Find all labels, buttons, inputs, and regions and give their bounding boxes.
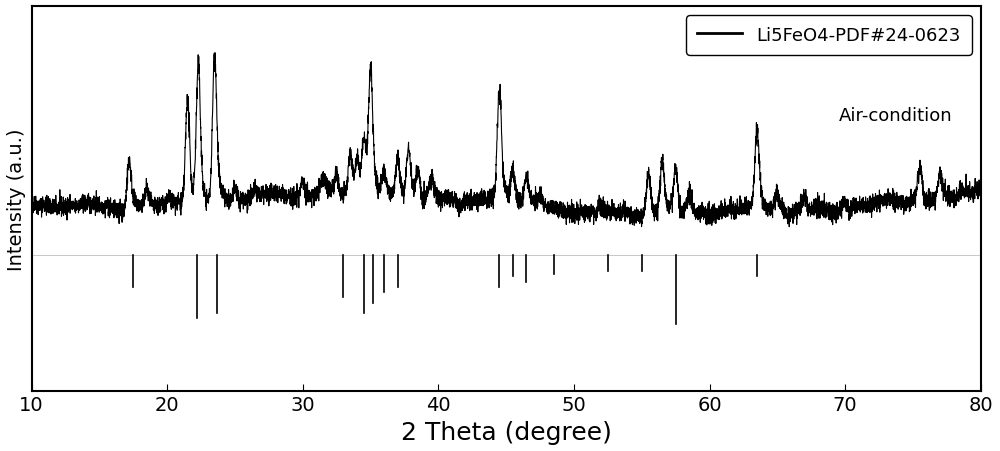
- Text: Air-condition: Air-condition: [839, 107, 952, 124]
- X-axis label: 2 Theta (degree): 2 Theta (degree): [401, 420, 612, 444]
- Legend: Li5FeO4-PDF#24-0623: Li5FeO4-PDF#24-0623: [686, 16, 972, 55]
- Y-axis label: Intensity (a.u.): Intensity (a.u.): [7, 128, 26, 270]
